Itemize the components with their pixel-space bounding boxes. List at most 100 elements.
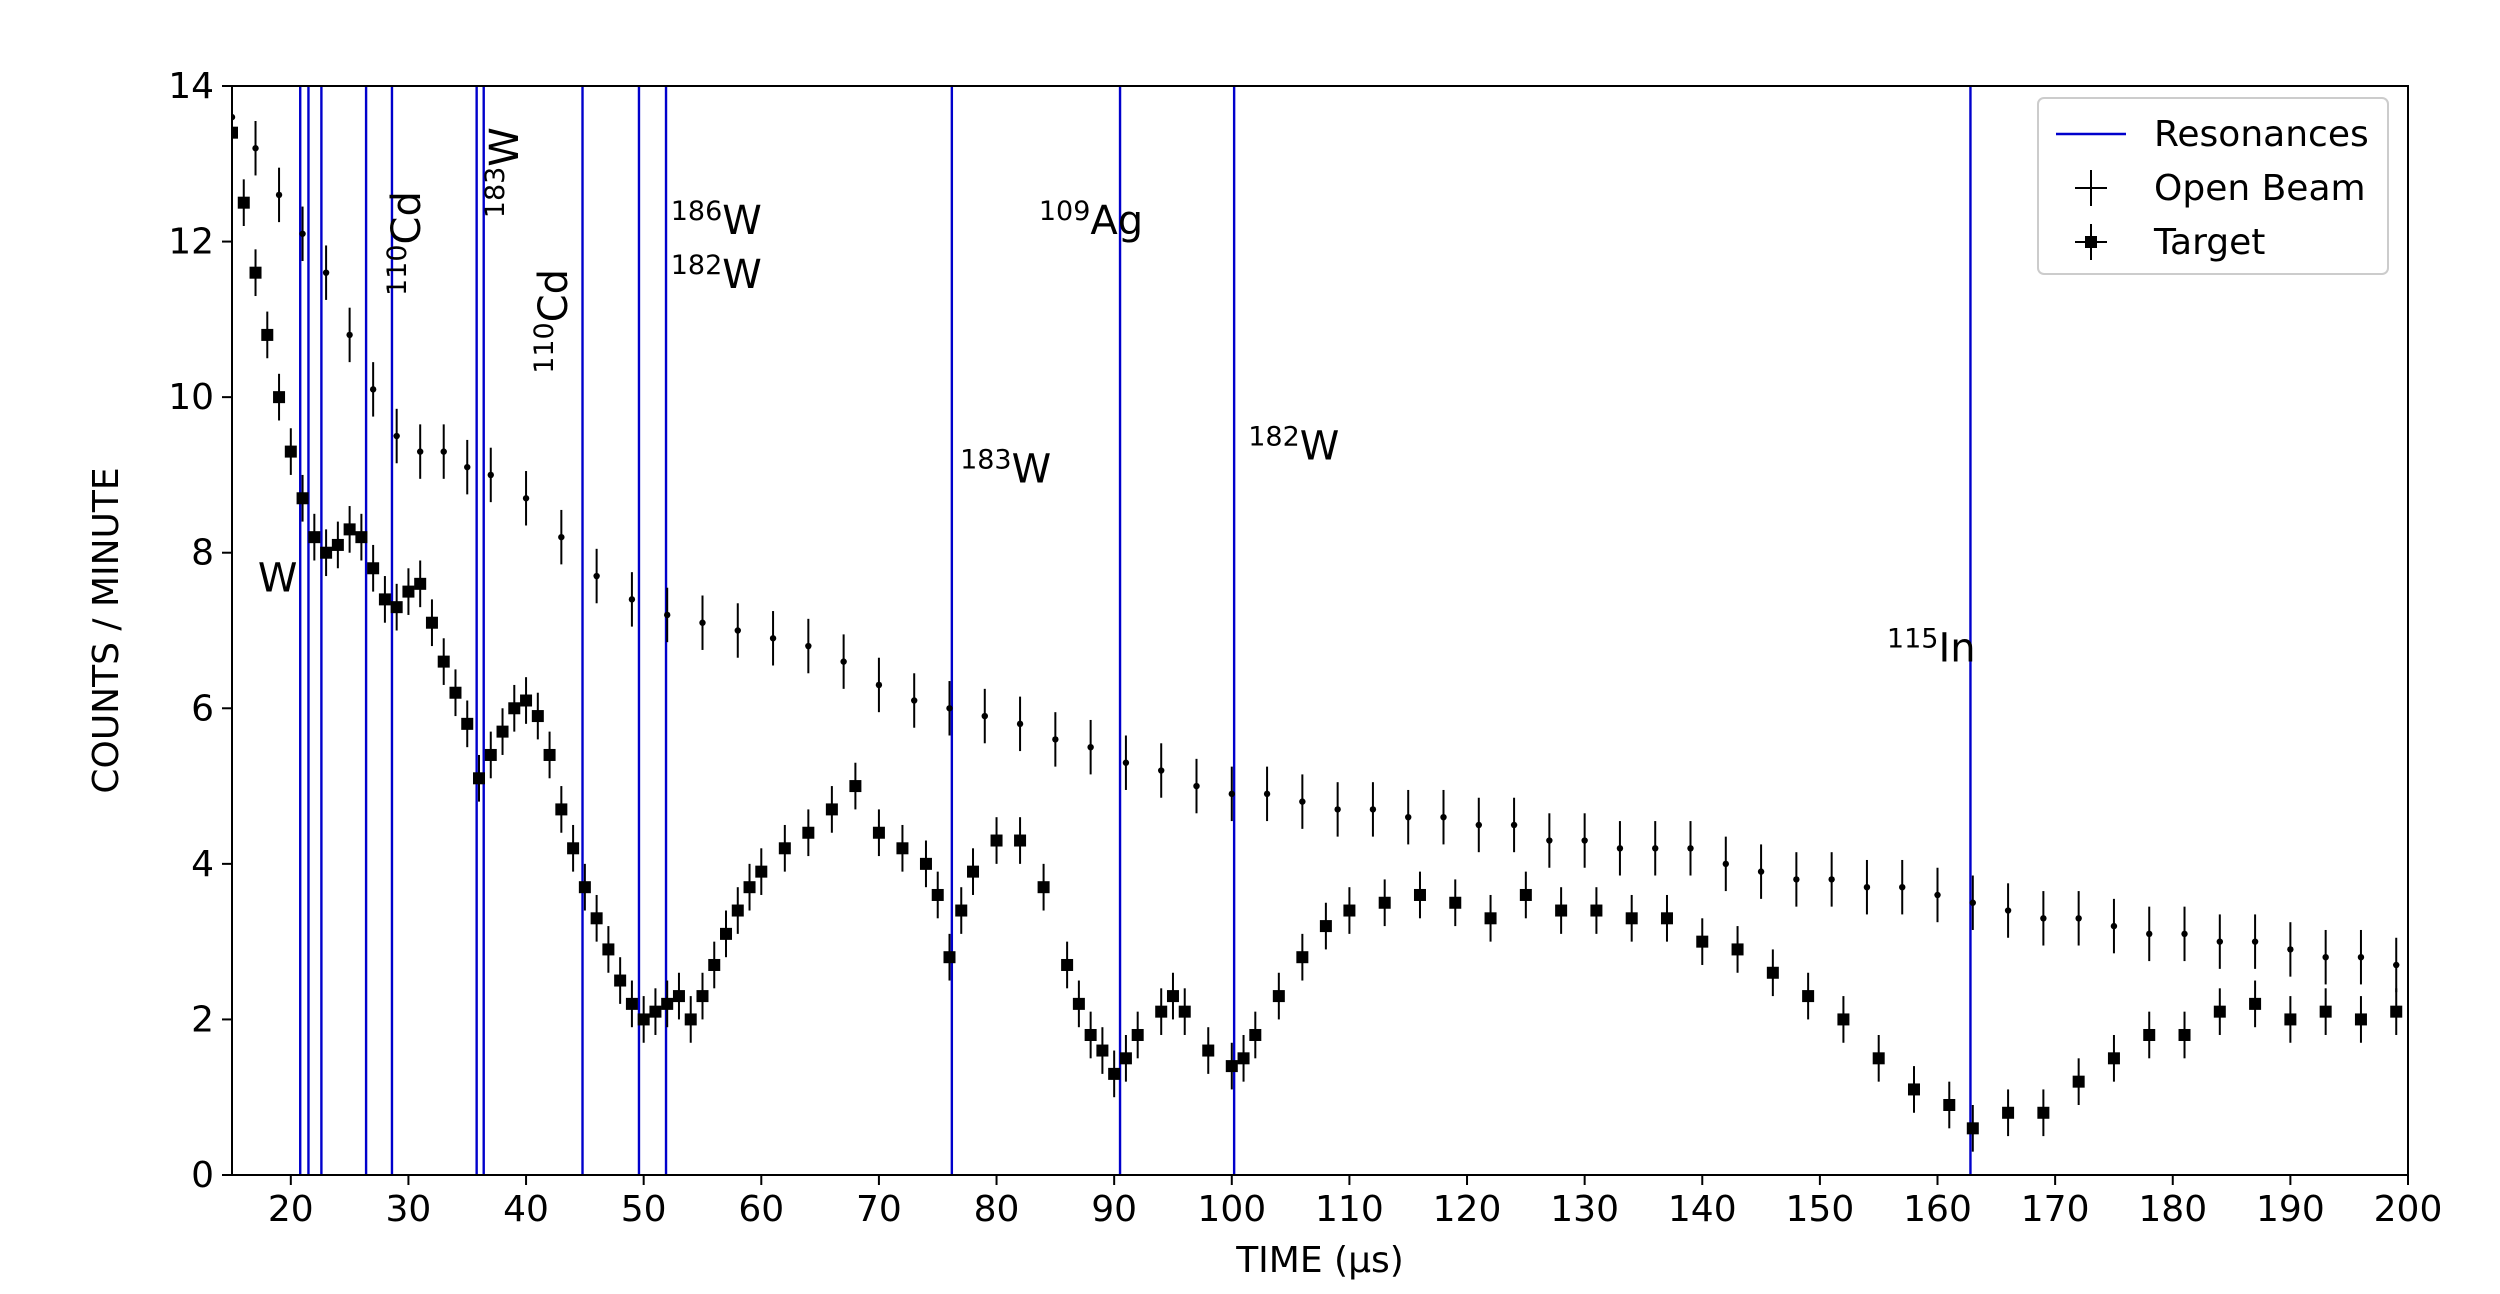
data-point — [637, 1013, 650, 1026]
data-point — [1837, 1013, 1850, 1026]
data-point — [1319, 920, 1332, 933]
data-point — [1014, 834, 1027, 847]
data-point — [1555, 904, 1568, 917]
x-tick-label: 30 — [386, 1189, 432, 1230]
data-point — [331, 538, 344, 551]
data-point — [296, 492, 309, 505]
data-point — [1072, 997, 1085, 1010]
data-point — [1096, 1044, 1109, 1057]
data-point — [590, 912, 603, 925]
data-point — [484, 748, 497, 761]
data-point — [261, 328, 274, 341]
data-point — [778, 842, 791, 855]
y-tick-label: 0 — [191, 1155, 214, 1196]
data-point — [2213, 1005, 2226, 1018]
data-point — [628, 596, 636, 603]
data-point — [1828, 876, 1835, 883]
data-point — [425, 616, 438, 629]
data-point — [625, 997, 638, 1010]
y-tick-label: 6 — [191, 688, 214, 729]
data-point — [593, 572, 600, 580]
data-point — [1405, 813, 1412, 821]
resonance-annotation: 182W — [671, 250, 762, 298]
x-tick-label: 140 — [1668, 1189, 1737, 1230]
x-tick-label: 90 — [1091, 1189, 1137, 1230]
legend-label: Target — [2153, 222, 2265, 263]
resonance-annotation: 110Cd — [382, 191, 430, 296]
data-point — [1484, 912, 1497, 925]
data-point — [1546, 837, 1553, 844]
annotation-element: W — [1300, 423, 1340, 469]
data-point — [2143, 1028, 2156, 1041]
data-point — [1616, 845, 1624, 852]
data-point — [1581, 837, 1588, 844]
data-point — [355, 531, 368, 544]
data-point — [275, 191, 283, 199]
data-point — [1037, 881, 1050, 894]
annotation-element: W — [258, 556, 298, 602]
x-tick-label: 70 — [856, 1189, 902, 1230]
data-point — [320, 546, 333, 559]
data-point — [1193, 782, 1200, 790]
data-point — [508, 702, 521, 715]
data-point — [1237, 1052, 1250, 1065]
data-point — [649, 1005, 662, 1018]
data-point — [496, 725, 509, 738]
data-point — [2146, 930, 2153, 938]
data-point — [1475, 821, 1482, 829]
data-point — [1863, 883, 1871, 891]
data-point — [393, 432, 400, 440]
x-tick-label: 20 — [268, 1189, 314, 1230]
data-point — [2107, 1052, 2120, 1065]
plot-frame — [231, 85, 2409, 1176]
annotation-isotope-number: 110 — [382, 244, 413, 296]
annotation-element: W — [722, 252, 762, 298]
x-tick-label: 190 — [2256, 1189, 2325, 1230]
data-point — [931, 888, 944, 901]
data-point — [1296, 951, 1309, 964]
data-point — [487, 471, 494, 479]
legend-box — [2037, 97, 2389, 275]
y-tick-label: 14 — [168, 66, 214, 107]
legend-swatch-square — [2085, 236, 2097, 248]
annotation-isotope-number: 186 — [671, 196, 723, 227]
annotation-element: W — [482, 127, 528, 167]
data-point — [1343, 904, 1356, 917]
data-point — [2393, 961, 2400, 969]
data-point — [2004, 907, 2012, 914]
data-point — [1731, 943, 1744, 956]
data-point — [416, 448, 424, 455]
data-point — [840, 658, 847, 665]
data-point — [1052, 736, 1059, 743]
data-point — [1228, 790, 1235, 798]
data-point — [461, 717, 474, 730]
data-point — [602, 943, 615, 956]
data-point — [1510, 821, 1518, 829]
data-point — [273, 391, 286, 404]
data-point — [672, 990, 685, 1003]
data-point — [943, 951, 956, 964]
data-point — [1899, 883, 1906, 891]
data-point — [464, 463, 471, 471]
data-point — [237, 196, 250, 209]
data-point — [1299, 798, 1306, 805]
data-point — [1969, 899, 1977, 906]
data-point — [1334, 806, 1341, 813]
x-tick-label: 40 — [503, 1189, 549, 1230]
resonance-annotation: W — [258, 556, 298, 602]
data-point — [2287, 946, 2294, 953]
data-point — [343, 523, 356, 536]
data-point — [684, 1013, 697, 1026]
data-point — [2037, 1106, 2050, 1119]
data-point — [531, 710, 544, 723]
annotation-isotope-number: 182 — [1248, 421, 1300, 452]
data-point — [699, 619, 706, 626]
x-tick-label: 50 — [621, 1189, 667, 1230]
data-point — [414, 577, 427, 590]
data-point — [2075, 915, 2082, 922]
x-tick-label: 130 — [1550, 1189, 1619, 1230]
data-point — [1722, 860, 1729, 868]
x-tick-label: 110 — [1315, 1189, 1384, 1230]
